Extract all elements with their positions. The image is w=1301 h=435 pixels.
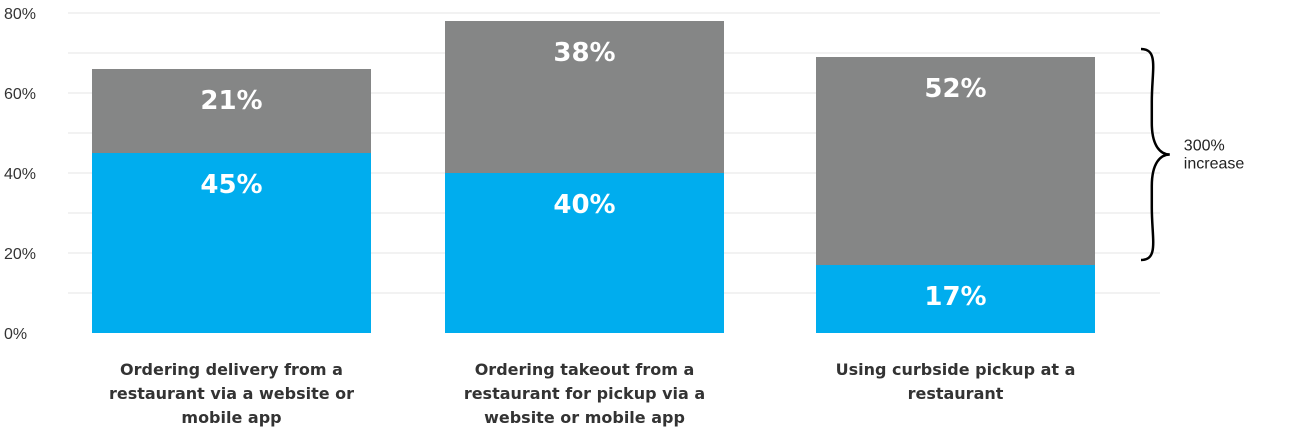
data-label: 21% — [200, 86, 262, 116]
category-label: Ordering delivery from a restaurant via a… — [109, 360, 354, 427]
annotation-label: 300% increase — [1184, 138, 1245, 173]
data-label: 17% — [924, 282, 986, 312]
category-labels: Ordering delivery from a restaurant via a… — [109, 360, 1075, 427]
y-axis-tick-labels: 0% 20% 40% 60% 80% — [4, 6, 36, 343]
y-tick-label: 80% — [4, 6, 36, 23]
data-label: 45% — [200, 170, 262, 200]
curly-brace-icon — [1140, 47, 1170, 262]
bar-segment — [445, 173, 724, 333]
data-label: 38% — [553, 38, 615, 68]
y-tick-label: 60% — [4, 86, 36, 103]
bars — [92, 21, 1095, 333]
y-tick-label: 20% — [4, 246, 36, 263]
data-label: 40% — [553, 190, 615, 220]
bar-segment — [92, 153, 371, 333]
bar-segment — [816, 265, 1095, 333]
category-label: Using curbside pickup at a restaurant — [836, 360, 1076, 403]
bar-segment — [816, 57, 1095, 265]
bar-segment — [445, 21, 724, 173]
y-tick-label: 40% — [4, 166, 36, 183]
data-label: 52% — [924, 74, 986, 104]
category-label: Ordering takeout from a restaurant for pi… — [464, 360, 705, 427]
y-tick-label: 0% — [4, 326, 27, 343]
increase-annotation: 300% increase — [1140, 47, 1245, 262]
data-labels: 45% 21% 40% 38% 17% 52% — [200, 38, 986, 312]
bar-segment — [92, 69, 371, 153]
